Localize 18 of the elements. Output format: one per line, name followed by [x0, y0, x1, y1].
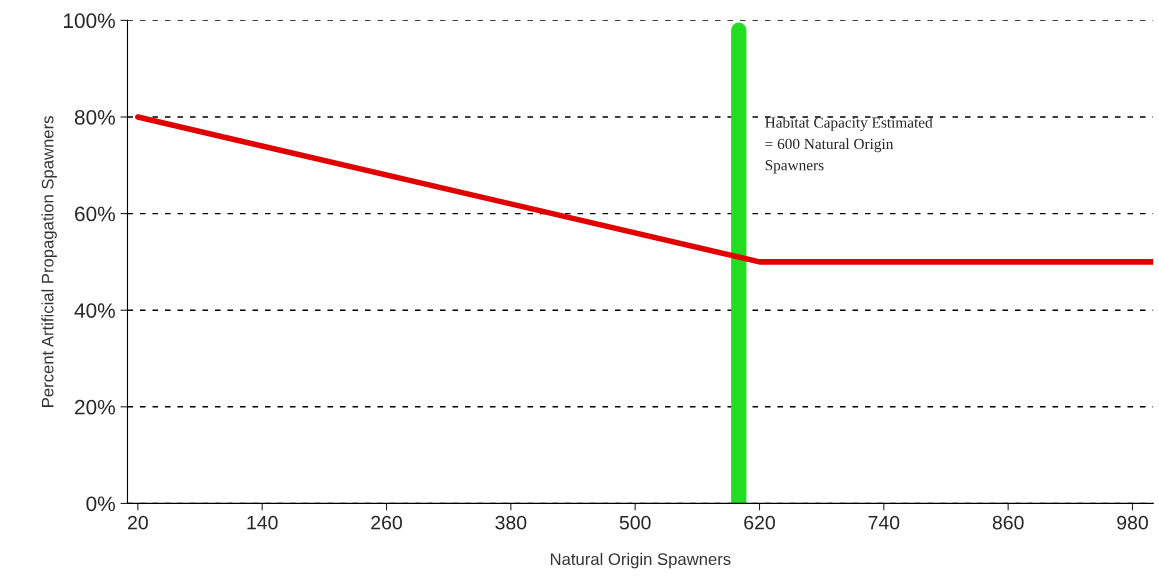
y-tick-label: 0% — [86, 496, 115, 512]
x-tick-label: 500 — [619, 515, 651, 530]
y-axis-title: Percent Artificial Propagation Spawners — [41, 116, 57, 407]
x-axis-title: Natural Origin Spawners — [550, 552, 731, 569]
x-tick-label: 140 — [247, 515, 278, 530]
x-tick-label: 860 — [992, 515, 1024, 530]
y-tick-label: 80% — [74, 109, 115, 125]
y-tick-label: 60% — [75, 206, 115, 222]
x-tick-label: 740 — [868, 515, 900, 530]
y-tick-label: 100% — [63, 13, 115, 29]
y-tick-label: 20% — [75, 399, 115, 415]
x-tick-label: 260 — [371, 515, 402, 530]
x-tick-label: 980 — [1117, 515, 1148, 530]
y-tick-label: 40% — [74, 303, 115, 318]
x-tick-label: 20 — [128, 515, 148, 530]
ref-line-label: Habitat Capacity Estimated = 600 Natural Origin Spawners — [765, 116, 933, 174]
x-tick-label: 380 — [495, 515, 527, 530]
x-tick-label: 620 — [744, 515, 775, 530]
